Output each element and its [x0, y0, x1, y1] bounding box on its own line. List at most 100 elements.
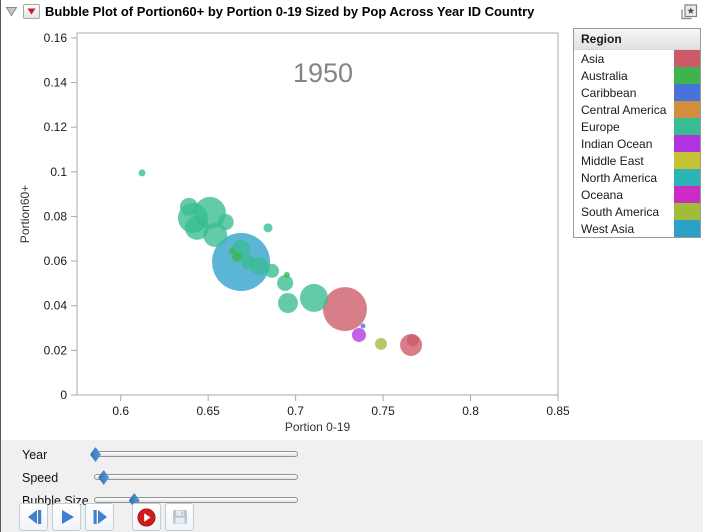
legend-item-label: Oceana — [581, 187, 624, 202]
bubble-australia[interactable] — [283, 271, 290, 278]
legend-item-europe[interactable]: Europe — [574, 118, 700, 135]
year-slider-row: Year — [1, 444, 703, 465]
legend-color-swatch[interactable] — [674, 186, 700, 203]
red-triangle-menu-button[interactable] — [23, 3, 40, 19]
bubble-size-slider-track[interactable] — [94, 496, 298, 503]
legend-item-caribbean[interactable]: Caribbean — [574, 84, 700, 101]
speed-slider-thumb[interactable] — [98, 470, 110, 485]
y-tick-label: 0.04 — [44, 299, 68, 313]
legend-color-swatch[interactable] — [674, 135, 700, 152]
record-icon — [137, 507, 156, 527]
svg-text:★: ★ — [687, 6, 696, 17]
legend-item-middle-east[interactable]: Middle East — [574, 152, 700, 169]
legend-items: Asia Australia Caribbean Central America Eur… — [574, 50, 700, 237]
legend-item-label: Caribbean — [581, 85, 637, 100]
y-axis-label: Portion60+ — [18, 185, 32, 243]
legend-item-label: Indian Ocean — [581, 136, 653, 151]
legend-color-swatch[interactable] — [674, 203, 700, 220]
titlebar: Bubble Plot of Portion60+ by Portion 0-1… — [1, 0, 703, 22]
bubble-australia[interactable] — [232, 252, 243, 263]
bubble-europe[interactable] — [138, 169, 146, 177]
x-axis-label: Portion 0-19 — [285, 420, 351, 434]
legend-item-oceana[interactable]: Oceana — [574, 186, 700, 203]
legend-item-label: Asia — [581, 51, 605, 66]
bubble-chart[interactable]: 0.6 0.65 0.7 0.75 0.8 0.85 0 0.02 0.04 0.06 0.08 0.… — [1, 22, 571, 440]
legend-item-south-america[interactable]: South America — [574, 203, 700, 220]
plot-frame — [76, 32, 559, 396]
data-table-window-icon[interactable]: ★ — [678, 2, 698, 26]
bubble-asia[interactable] — [322, 287, 367, 332]
play-icon — [61, 510, 74, 524]
step-back-button[interactable] — [19, 503, 48, 531]
bubble-europe[interactable] — [263, 223, 273, 233]
legend-color-swatch[interactable] — [674, 101, 700, 118]
record-button[interactable] — [132, 503, 161, 531]
bubble-europe[interactable] — [217, 214, 234, 231]
y-tick-label: 0.02 — [44, 343, 68, 357]
bubble-indian-ocean[interactable] — [351, 327, 366, 342]
legend-color-swatch[interactable] — [674, 84, 700, 101]
play-button[interactable] — [52, 503, 81, 531]
bubble-australia[interactable] — [228, 248, 235, 255]
speed-slider-row: Speed — [1, 467, 703, 488]
legend-item-label: Australia — [581, 68, 628, 83]
bubble-europe[interactable] — [265, 263, 280, 278]
year-slider-track[interactable] — [94, 450, 298, 457]
slider-rows: Year Speed Bubble Size — [1, 444, 703, 511]
legend-color-swatch[interactable] — [674, 152, 700, 169]
region-legend: Region Asia Australia Caribbean Central Ame… — [573, 28, 701, 238]
legend-item-indian-ocean[interactable]: Indian Ocean — [574, 135, 700, 152]
bubble-europe[interactable] — [277, 293, 298, 314]
disclosure-triangle-icon[interactable] — [5, 6, 18, 17]
legend-item-label: West Asia — [581, 221, 635, 236]
bubble-europe[interactable] — [241, 254, 256, 269]
year-annotation: 1950 — [293, 58, 353, 88]
bubble-europe[interactable] — [300, 283, 329, 312]
bubble-south-america[interactable] — [374, 337, 387, 350]
step-forward-button[interactable] — [85, 503, 114, 531]
legend-item-west-asia[interactable]: West Asia — [574, 220, 700, 237]
x-tick-label: 0.7 — [287, 404, 304, 418]
save-icon — [172, 510, 187, 524]
bubble-caribbean[interactable] — [360, 323, 366, 329]
y-tick-label: 0 — [60, 388, 67, 402]
animation-controls: Year Speed Bubble Size — [1, 440, 703, 532]
year-slider-thumb[interactable] — [90, 447, 102, 462]
bubble-europe[interactable] — [277, 274, 294, 291]
bubble-asia[interactable] — [406, 334, 419, 347]
bubble-size-slider-thumb[interactable] — [128, 493, 140, 508]
save-button[interactable] — [165, 503, 194, 531]
legend-header: Region — [574, 29, 700, 50]
legend-item-label: Middle East — [581, 153, 644, 168]
legend-color-swatch[interactable] — [674, 67, 700, 84]
x-tick-label: 0.8 — [462, 404, 479, 418]
legend-color-swatch[interactable] — [674, 50, 700, 67]
legend-item-north-america[interactable]: North America — [574, 169, 700, 186]
legend-color-swatch[interactable] — [674, 220, 700, 237]
bubble-europe[interactable] — [203, 222, 228, 247]
x-tick-label: 0.6 — [112, 404, 129, 418]
y-tick-label: 0.12 — [44, 120, 68, 134]
y-tick-label: 0.14 — [44, 76, 68, 90]
report-title: Bubble Plot of Portion60+ by Portion 0-1… — [45, 3, 535, 19]
x-tick-label: 0.65 — [197, 404, 221, 418]
legend-item-label: Central America — [581, 102, 667, 117]
legend-item-asia[interactable]: Asia — [574, 50, 700, 67]
year-slider-label: Year — [22, 447, 48, 462]
legend-item-australia[interactable]: Australia — [574, 67, 700, 84]
legend-color-swatch[interactable] — [674, 169, 700, 186]
bubble-europe[interactable] — [184, 215, 209, 240]
playback-buttons — [19, 503, 198, 531]
speed-slider-track[interactable] — [94, 473, 298, 480]
legend-color-swatch[interactable] — [674, 118, 700, 135]
y-tick-label: 0.1 — [50, 165, 67, 179]
x-tick-label: 0.85 — [546, 404, 570, 418]
step-forward-icon — [93, 510, 107, 524]
speed-slider-label: Speed — [22, 470, 59, 485]
legend-item-central-america[interactable]: Central America — [574, 101, 700, 118]
legend-item-label: South America — [581, 204, 660, 219]
y-tick-label: 0.06 — [44, 254, 68, 268]
bubble-europe[interactable] — [179, 197, 198, 216]
y-tick-label: 0.16 — [44, 31, 68, 45]
